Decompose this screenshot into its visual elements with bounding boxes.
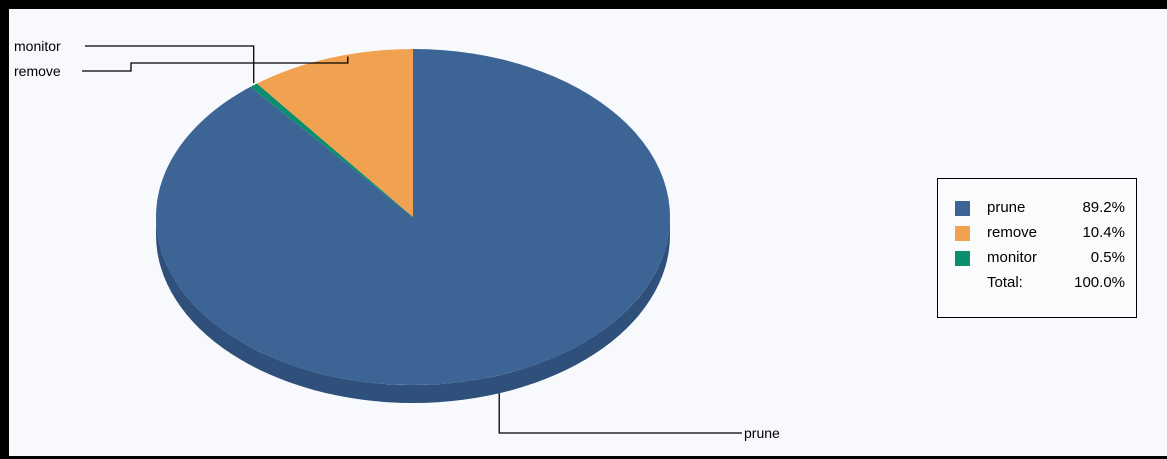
legend-item-prune: prune 89.2%: [938, 198, 1136, 220]
legend-label-remove: remove: [987, 224, 1038, 241]
callout-label-monitor: monitor: [14, 38, 61, 54]
leader-line-monitor: [85, 45, 255, 84]
legend-item-monitor: monitor 0.5%: [938, 248, 1136, 270]
legend-total-label: Total:: [987, 274, 1023, 291]
pie-chart: monitor remove prune: [14, 38, 780, 441]
legend-swatch-monitor: [955, 251, 970, 266]
legend: prune 89.2% remove 10.4% monitor 0.5% To…: [937, 178, 1137, 318]
legend-swatch-remove: [955, 226, 970, 241]
pie-slices: [155, 49, 670, 385]
legend-swatch-prune: [955, 201, 970, 216]
pie-slice-remove: [256, 49, 413, 217]
callout-label-prune: prune: [744, 425, 780, 441]
leader-line-remove: [82, 56, 349, 72]
leader-line-prune: [498, 393, 742, 434]
legend-value-monitor: 0.5%: [1090, 249, 1125, 266]
legend-value-prune: 89.2%: [1082, 199, 1125, 216]
legend-total-value: 100.0%: [1074, 274, 1125, 291]
chart-area: monitor remove prune prune 89.2% remove 10…: [9, 9, 1167, 456]
legend-total-row: Total: 100.0%: [938, 273, 1136, 295]
callout-label-remove: remove: [14, 63, 61, 79]
callout-labels: monitor remove prune: [14, 38, 780, 441]
legend-value-remove: 10.4%: [1082, 224, 1125, 241]
legend-label-prune: prune: [987, 199, 1026, 216]
legend-item-remove: remove 10.4%: [938, 223, 1136, 245]
pie-slice-monitor: [250, 83, 413, 217]
legend-label-monitor: monitor: [987, 249, 1038, 266]
